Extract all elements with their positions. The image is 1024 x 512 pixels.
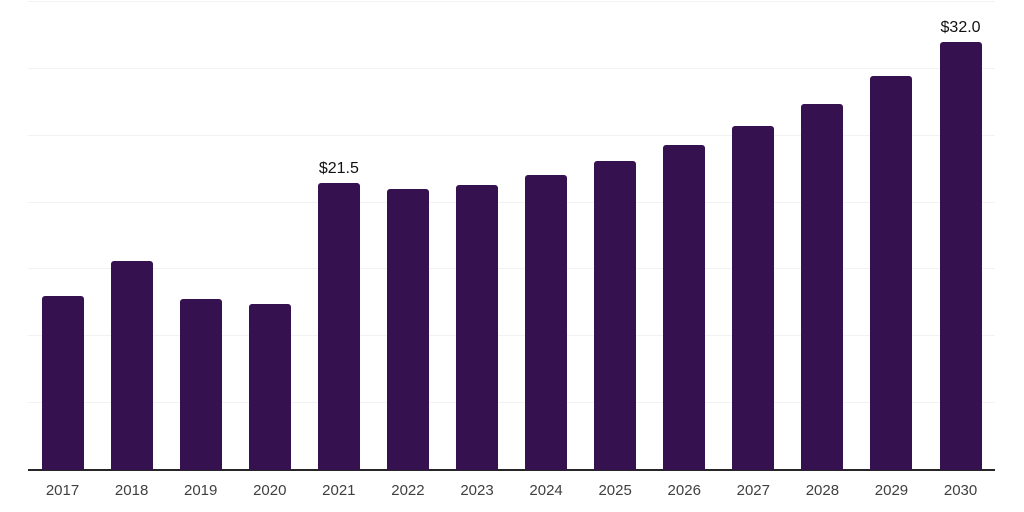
x-tick-label-2017: 2017: [45, 482, 80, 499]
x-tick-label-2028: 2028: [805, 482, 840, 499]
bar-slot-2028: [788, 2, 857, 470]
bar-slot-2023: [442, 2, 511, 470]
bar-2025: [594, 161, 637, 470]
x-tick-label-2020: 2020: [253, 482, 287, 499]
bar-2017: [41, 296, 84, 470]
bar-2027: [732, 126, 775, 470]
x-tick-label-2029: 2029: [874, 482, 909, 499]
x-axis-labels: 2017 2018 2019 2020 2021 2022 2023 2024 2025 2026…: [28, 471, 995, 498]
bar-slot-2026: [650, 2, 719, 470]
plot-area: $21.5 $32.0: [28, 1, 995, 470]
x-tick-label-2021: 2021: [322, 482, 356, 499]
bar-2022: [386, 189, 429, 470]
bar-2029: [870, 75, 913, 470]
bar-slot-2027: [719, 2, 788, 470]
bar-slot-2030: $32.0: [926, 2, 995, 470]
bar-slot-2024: [512, 2, 581, 470]
x-tick-label-2023: 2023: [460, 482, 494, 499]
bar-slot-2017: [28, 2, 97, 470]
x-tick-label-2025: 2025: [598, 482, 632, 499]
bar-slot-2020: [235, 2, 304, 470]
x-tick-label-2022: 2022: [391, 482, 425, 499]
x-tick-label-2018: 2018: [114, 482, 149, 499]
x-tick-label-2026: 2026: [667, 482, 701, 499]
bar-2021: $21.5: [317, 160, 360, 470]
bar-2024: [525, 174, 568, 470]
x-axis-line: [28, 469, 995, 471]
bar-slot-2019: [166, 2, 235, 470]
bar-slot-2018: [97, 2, 166, 470]
bar-slot-2029: [857, 2, 926, 470]
bar-2023: [456, 185, 498, 470]
x-tick-label-2024: 2024: [529, 482, 563, 499]
bar-2028: [801, 103, 844, 470]
x-tick-label-2027: 2027: [736, 482, 770, 499]
x-tick-label-2030: 2030: [943, 482, 978, 499]
bar-2020: [248, 304, 291, 470]
bar-2018: [110, 261, 153, 470]
bar-2019: [179, 298, 222, 470]
bar-2030: $32.0: [939, 20, 982, 470]
data-label-2030: $32.0: [940, 19, 981, 37]
bar-slot-2025: [581, 2, 650, 470]
bar-2026: [663, 145, 706, 470]
x-tick-label-2019: 2019: [184, 482, 218, 499]
bar-slot-2021: $21.5: [304, 2, 373, 470]
bar-slot-2022: [373, 2, 442, 470]
data-label-2021: $21.5: [318, 159, 359, 177]
